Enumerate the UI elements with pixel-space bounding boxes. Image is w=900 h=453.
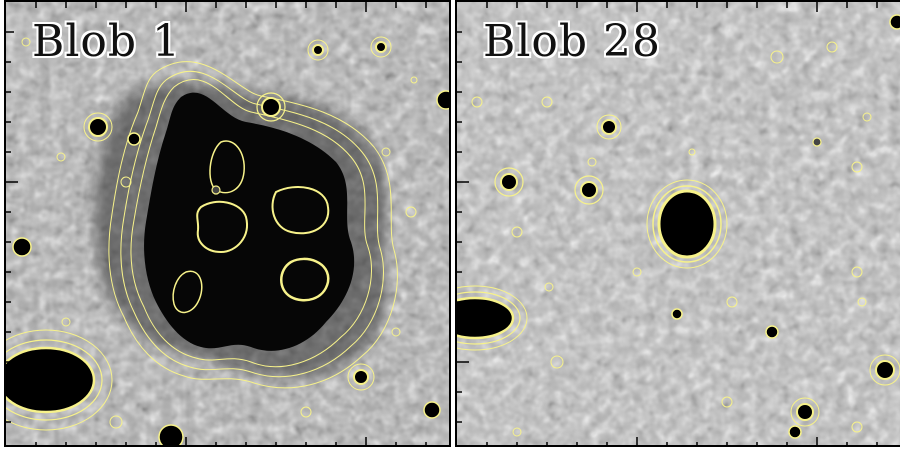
- image-panel-blob-28: Blob 28: [455, 0, 900, 447]
- image-panel-blob-1: Blob 1: [4, 0, 451, 447]
- image-blob-28: [457, 2, 900, 447]
- panel-label: Blob 28: [483, 16, 661, 67]
- panel-label: Blob 1: [32, 16, 181, 67]
- source-bottom-left: [6, 348, 94, 412]
- blob-28-core: [659, 191, 715, 257]
- image-blob-1: [6, 2, 451, 447]
- source-left-edge: [457, 298, 513, 338]
